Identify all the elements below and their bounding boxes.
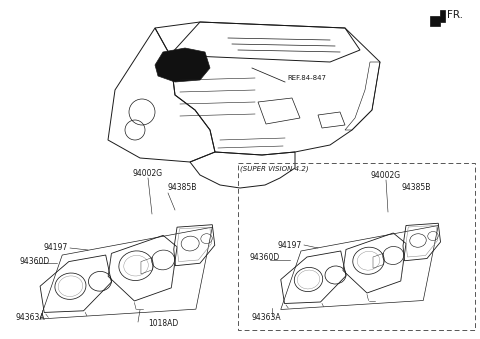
Text: 94385B: 94385B — [168, 183, 197, 192]
Text: (SUPER VISION 4.2): (SUPER VISION 4.2) — [240, 165, 309, 172]
Text: 94363A: 94363A — [16, 314, 46, 322]
Text: FR.: FR. — [447, 10, 463, 20]
Text: 94197: 94197 — [278, 240, 302, 250]
Bar — [238, 163, 475, 330]
Text: 94002G: 94002G — [371, 171, 401, 180]
Text: 94363A: 94363A — [252, 314, 282, 322]
Polygon shape — [430, 10, 445, 26]
Text: 94360D: 94360D — [20, 258, 50, 266]
Text: 94385B: 94385B — [402, 183, 432, 192]
Text: 94197: 94197 — [44, 243, 68, 253]
Text: 1018AD: 1018AD — [148, 319, 178, 328]
Text: 94360D: 94360D — [250, 254, 280, 262]
Text: 94002G: 94002G — [133, 169, 163, 178]
Text: REF.84-847: REF.84-847 — [287, 75, 326, 81]
Polygon shape — [155, 48, 210, 82]
